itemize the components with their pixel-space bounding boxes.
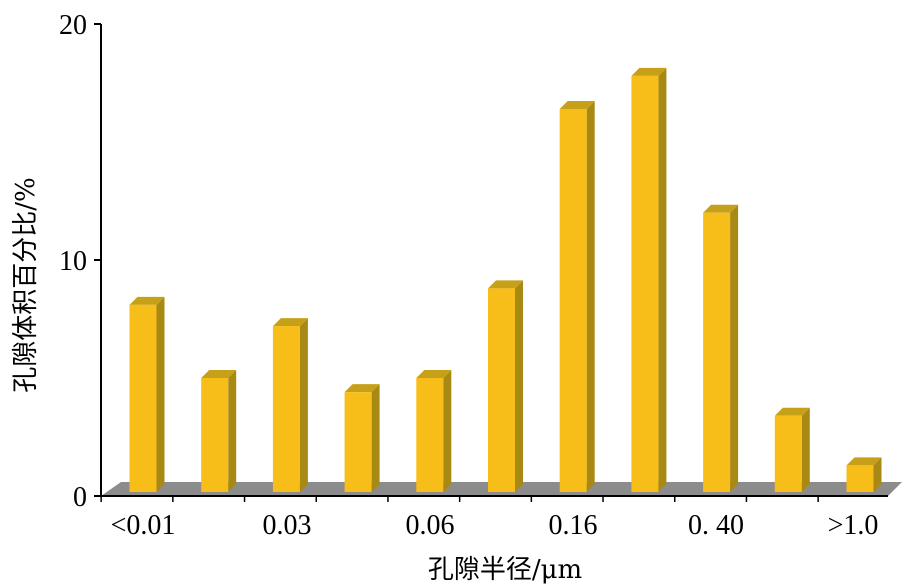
- axis-layer: [94, 23, 888, 502]
- bar-side: [730, 204, 739, 493]
- bar-front: [129, 304, 157, 492]
- bar-side: [299, 318, 308, 492]
- bar-side: [228, 370, 237, 492]
- bar-top: [631, 67, 667, 76]
- bar-top: [559, 100, 595, 109]
- x-tick-label: <0.01: [111, 510, 176, 541]
- bar-top: [129, 296, 165, 305]
- bar-front: [488, 288, 515, 492]
- bar: [846, 457, 882, 492]
- bar: [201, 370, 237, 492]
- bar-front: [201, 378, 229, 492]
- bar-front: [416, 378, 444, 492]
- bar-top: [201, 370, 237, 378]
- x-tick-label: 0.16: [549, 510, 598, 541]
- bar-top: [774, 407, 810, 416]
- bar-side: [515, 280, 523, 492]
- bar: [774, 407, 810, 492]
- bar: [416, 370, 452, 492]
- y-tick-label: 10: [59, 246, 87, 277]
- bar-front: [559, 108, 587, 493]
- bar-side: [586, 100, 595, 493]
- bar-top: [703, 204, 739, 213]
- bar: [129, 296, 165, 492]
- bar: [559, 100, 595, 493]
- bar-top: [272, 318, 308, 327]
- bar-layer: [129, 67, 882, 493]
- bar: [344, 384, 380, 492]
- bar-side: [658, 67, 667, 493]
- bar: [703, 204, 739, 493]
- bar-side: [873, 457, 882, 492]
- x-tick-label: 0. 40: [688, 510, 744, 541]
- bar-top: [488, 280, 523, 289]
- bar-side: [443, 370, 452, 492]
- bar: [631, 67, 667, 493]
- bar-front: [344, 392, 372, 492]
- y-axis-label: 孔隙体积百分比/%: [11, 177, 41, 392]
- y-tick-label: 0: [73, 482, 87, 513]
- bar-front: [846, 465, 874, 492]
- tick-label-layer: 0 10 20 <0.01 0.03 0.06 0.16 0. 40 >1.0: [59, 10, 878, 541]
- x-axis-label: 孔隙半径/μm: [428, 555, 582, 585]
- bar-front: [631, 75, 659, 493]
- bar-top: [344, 384, 380, 393]
- bar-side: [156, 296, 165, 492]
- x-tick-label: 0.03: [263, 510, 312, 541]
- bar: [488, 280, 523, 492]
- bar-front: [272, 326, 300, 492]
- x-tick-label: 0.06: [406, 510, 455, 541]
- bar-front: [703, 212, 731, 493]
- bar: [272, 318, 308, 492]
- bar-front: [774, 415, 802, 492]
- bar-top: [416, 370, 452, 378]
- bar-side: [801, 407, 810, 492]
- x-tick-label: >1.0: [828, 510, 879, 541]
- y-tick-label: 20: [59, 10, 87, 41]
- bar-side: [371, 384, 380, 492]
- bar-top: [846, 457, 882, 466]
